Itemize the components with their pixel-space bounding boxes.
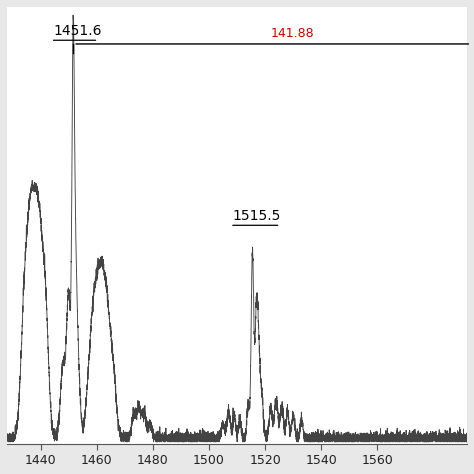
Text: 1451.6: 1451.6 [54,24,102,38]
Text: 1515.5: 1515.5 [233,210,281,223]
Text: 141.88: 141.88 [270,27,314,39]
